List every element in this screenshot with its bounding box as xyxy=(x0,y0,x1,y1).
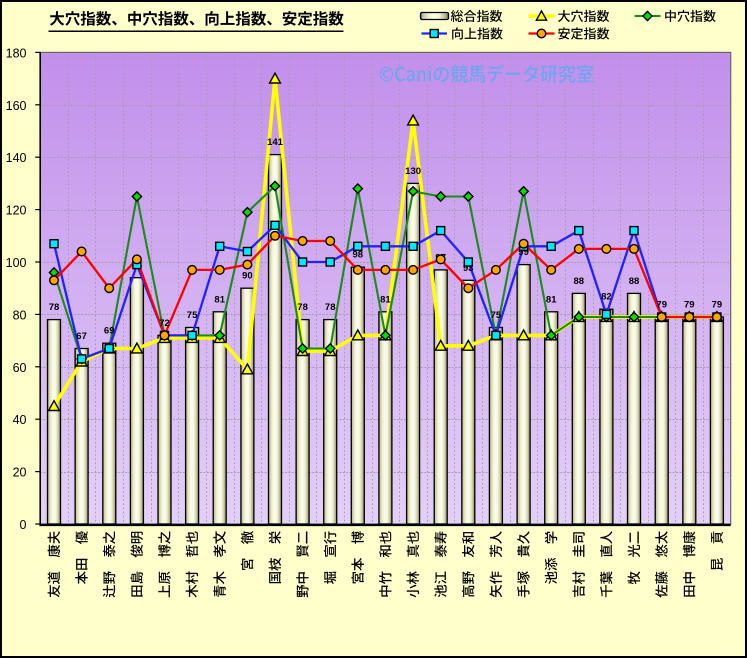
svg-text:120: 120 xyxy=(6,204,27,218)
svg-text:90: 90 xyxy=(242,271,253,282)
svg-text:81: 81 xyxy=(214,294,225,305)
svg-text:141: 141 xyxy=(267,137,284,148)
svg-text:140: 140 xyxy=(6,151,27,165)
svg-text:80: 80 xyxy=(13,308,27,322)
svg-text:93: 93 xyxy=(463,263,474,274)
svg-text:180: 180 xyxy=(6,46,27,60)
svg-text:72: 72 xyxy=(159,318,170,329)
svg-text:88: 88 xyxy=(574,276,585,287)
svg-text:75: 75 xyxy=(187,310,198,321)
svg-text:98: 98 xyxy=(353,250,364,261)
svg-text:67: 67 xyxy=(76,331,87,342)
svg-text:60: 60 xyxy=(13,361,27,375)
svg-text:100: 100 xyxy=(6,256,27,270)
svg-text:0: 0 xyxy=(20,518,27,532)
svg-text:20: 20 xyxy=(13,466,27,480)
svg-text:81: 81 xyxy=(380,294,391,305)
svg-text:130: 130 xyxy=(405,166,421,177)
svg-text:82: 82 xyxy=(601,292,612,303)
svg-text:79: 79 xyxy=(684,300,695,311)
svg-text:78: 78 xyxy=(325,302,336,313)
svg-text:78: 78 xyxy=(49,302,60,313)
svg-text:78: 78 xyxy=(297,302,308,313)
svg-text:40: 40 xyxy=(13,413,27,427)
svg-text:88: 88 xyxy=(629,276,640,287)
svg-text:69: 69 xyxy=(104,326,115,337)
svg-text:99: 99 xyxy=(518,247,529,258)
svg-text:79: 79 xyxy=(656,300,667,311)
svg-text:75: 75 xyxy=(491,310,502,321)
svg-text:81: 81 xyxy=(546,294,557,305)
svg-text:79: 79 xyxy=(712,300,723,311)
svg-text:160: 160 xyxy=(6,99,27,113)
